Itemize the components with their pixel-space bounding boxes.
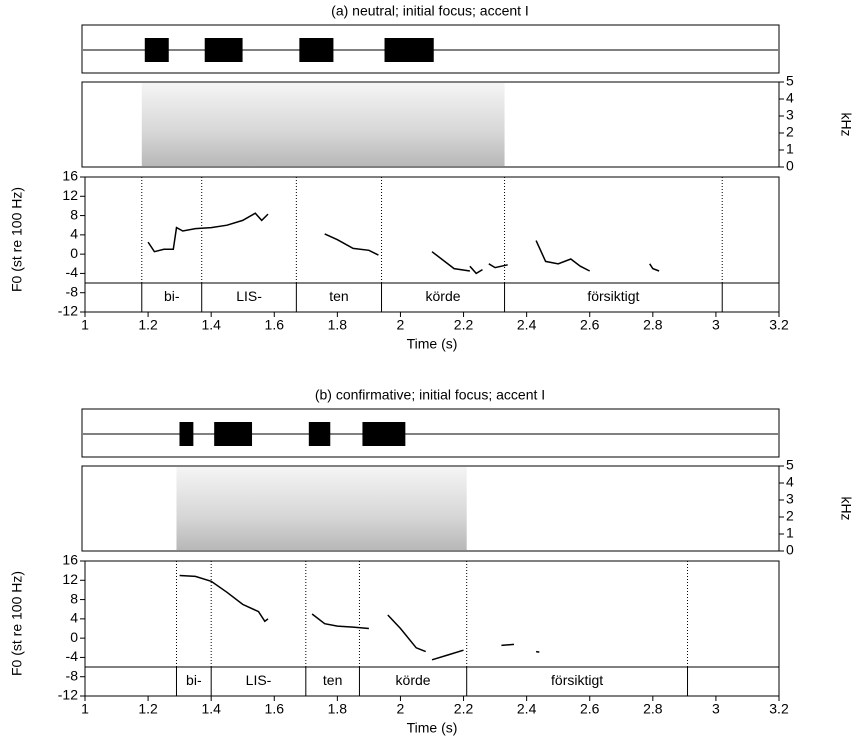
- x-tick-label: 1.2: [138, 317, 158, 333]
- spec-tick-label: 2: [786, 508, 794, 524]
- f0-contour: [179, 574, 540, 661]
- x-tick-label: 3: [712, 701, 720, 717]
- segment-label: försiktigt: [551, 672, 603, 688]
- segment-label: bi-: [164, 288, 180, 304]
- waveform-burst: [179, 422, 194, 446]
- x-tick-label: 2.2: [454, 317, 474, 333]
- x-tick-label: 2.4: [517, 701, 537, 717]
- x-tick-label: 1.8: [328, 317, 348, 333]
- waveform-burst: [299, 38, 334, 62]
- y-tick-label: 0: [70, 629, 78, 645]
- y-tick-label: -12: [58, 687, 78, 703]
- x-tick-label: 2: [397, 317, 405, 333]
- y-axis-label: F0 (st re 100 Hz): [9, 187, 25, 292]
- spec-tick-label: 4: [786, 90, 794, 106]
- y-tick-label: 4: [70, 610, 78, 626]
- spec-axis-label: kHz: [838, 112, 854, 136]
- x-tick-label: 2.6: [580, 317, 600, 333]
- spec-tick-label: 3: [786, 491, 794, 507]
- x-tick-label: 3: [712, 317, 720, 333]
- y-tick-label: 8: [70, 206, 78, 222]
- segment-label: bi-: [186, 672, 202, 688]
- spectrogram-shade: [176, 467, 467, 550]
- spec-tick-label: 3: [786, 107, 794, 123]
- y-tick-label: -8: [66, 283, 79, 299]
- y-tick-label: 4: [70, 226, 78, 242]
- x-tick-label: 2.2: [454, 701, 474, 717]
- tier-box: [84, 666, 780, 697]
- spec-tick-label: 4: [786, 474, 794, 490]
- segment-label: körde: [396, 672, 431, 688]
- y-tick-label: 16: [62, 168, 78, 184]
- x-tick-label: 2.8: [643, 317, 663, 333]
- segment-label: LIS-: [246, 672, 272, 688]
- x-tick-label: 1.6: [265, 317, 285, 333]
- y-axis-label: F0 (st re 100 Hz): [9, 571, 25, 676]
- x-tick-label: 1: [81, 701, 89, 717]
- x-tick-label: 1.2: [138, 701, 158, 717]
- spec-tick-label: 2: [786, 124, 794, 140]
- waveform-burst: [384, 38, 434, 62]
- y-tick-label: -12: [58, 303, 78, 319]
- y-tick-label: 16: [62, 552, 78, 568]
- x-tick-label: 2.4: [517, 317, 537, 333]
- y-tick-label: 8: [70, 590, 78, 606]
- segment-label: körde: [426, 288, 461, 304]
- x-tick-label: 1.4: [201, 317, 221, 333]
- waveform-burst: [308, 422, 331, 446]
- spec-tick-label: 0: [786, 158, 794, 174]
- waveform-box: [81, 408, 780, 458]
- x-tick-label: 1.6: [265, 701, 285, 717]
- segment-label: ten: [329, 288, 348, 304]
- y-tick-label: 12: [62, 571, 78, 587]
- y-tick-label: 12: [62, 187, 78, 203]
- x-tick-label: 3.2: [769, 317, 789, 333]
- x-tick-label: 1: [81, 317, 89, 333]
- spec-tick-label: 5: [786, 457, 794, 473]
- waveform-burst: [144, 38, 169, 62]
- spec-tick-label: 1: [786, 525, 794, 541]
- x-tick-label: 2.6: [580, 701, 600, 717]
- segment-label: LIS-: [236, 288, 262, 304]
- waveform-burst: [362, 422, 406, 446]
- x-tick-label: 1.4: [201, 701, 221, 717]
- y-tick-label: -8: [66, 667, 79, 683]
- spec-tick-label: 5: [786, 73, 794, 89]
- x-tick-label: 3.2: [769, 701, 789, 717]
- waveform-burst: [204, 38, 243, 62]
- y-tick-label: -4: [66, 648, 79, 664]
- segment-label: ten: [323, 672, 342, 688]
- panel-title: (a) neutral; initial focus; accent I: [331, 3, 529, 19]
- tier-box: [84, 282, 780, 313]
- spectrogram-shade: [141, 83, 505, 166]
- spec-tick-label: 0: [786, 542, 794, 558]
- x-axis-label: Time (s): [407, 720, 458, 736]
- y-tick-label: 0: [70, 245, 78, 261]
- x-tick-label: 2.8: [643, 701, 663, 717]
- panel-title: (b) confirmative; initial focus; accent …: [315, 387, 545, 403]
- spec-axis-label: kHz: [838, 496, 854, 520]
- f0-contour: [147, 212, 660, 275]
- spec-tick-label: 1: [786, 141, 794, 157]
- waveform-burst: [214, 422, 253, 446]
- x-axis-label: Time (s): [407, 336, 458, 352]
- x-tick-label: 2: [397, 701, 405, 717]
- segment-label: försiktigt: [587, 288, 639, 304]
- x-tick-label: 1.8: [328, 701, 348, 717]
- y-tick-label: -4: [66, 264, 79, 280]
